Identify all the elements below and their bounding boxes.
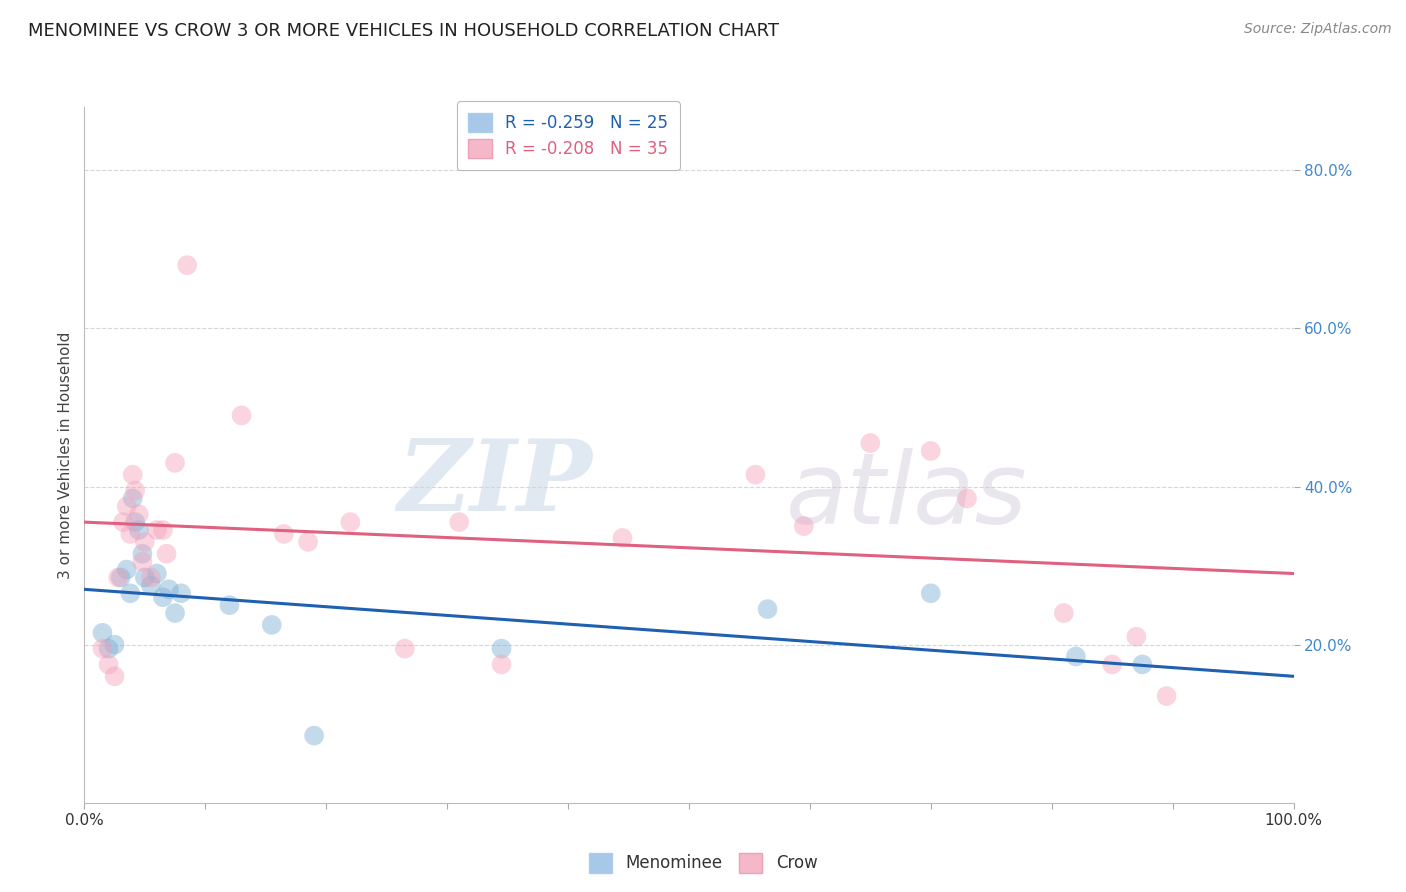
Point [124, 515, 146, 529]
Point [121, 491, 143, 506]
Point [104, 669, 127, 683]
Point [260, 618, 283, 632]
Point [920, 586, 942, 600]
Point [107, 570, 129, 584]
Point [97, 657, 120, 672]
Point [128, 507, 150, 521]
Point [115, 563, 138, 577]
Point [139, 570, 162, 584]
Point [128, 523, 150, 537]
Point [1053, 606, 1076, 620]
Point [449, 515, 471, 529]
Point [756, 602, 779, 616]
Text: ZIP: ZIP [398, 434, 592, 531]
Point [134, 534, 156, 549]
Y-axis label: 3 or more Vehicles in Household: 3 or more Vehicles in Household [58, 331, 73, 579]
Point [120, 586, 142, 600]
Point [139, 578, 162, 592]
Point [744, 467, 766, 482]
Point [394, 641, 416, 656]
Point [491, 657, 513, 672]
Text: MENOMINEE VS CROW 3 OR MORE VEHICLES IN HOUSEHOLD CORRELATION CHART: MENOMINEE VS CROW 3 OR MORE VEHICLES IN … [28, 22, 779, 40]
Point [1064, 649, 1087, 664]
Point [121, 467, 143, 482]
Point [491, 641, 513, 656]
Point [146, 566, 169, 581]
Point [112, 515, 135, 529]
Point [273, 527, 295, 541]
Point [859, 436, 882, 450]
Legend: Menominee, Crow: Menominee, Crow [582, 847, 824, 880]
Point [146, 523, 169, 537]
Point [110, 570, 132, 584]
Point [170, 586, 193, 600]
Point [302, 729, 325, 743]
Point [157, 582, 180, 597]
Point [1130, 657, 1153, 672]
Point [91, 625, 114, 640]
Point [920, 444, 942, 458]
Point [339, 515, 361, 529]
Text: atlas: atlas [786, 448, 1028, 545]
Point [297, 534, 319, 549]
Legend: R = -0.259   N = 25, R = -0.208   N = 35: R = -0.259 N = 25, R = -0.208 N = 35 [457, 102, 679, 170]
Point [115, 500, 138, 514]
Point [124, 483, 146, 498]
Point [231, 409, 253, 423]
Text: Source: ZipAtlas.com: Source: ZipAtlas.com [1244, 22, 1392, 37]
Point [218, 598, 240, 612]
Point [176, 258, 198, 272]
Point [120, 527, 142, 541]
Point [793, 519, 815, 533]
Point [163, 606, 186, 620]
Point [104, 638, 127, 652]
Point [1125, 630, 1147, 644]
Point [1101, 657, 1123, 672]
Point [155, 547, 177, 561]
Point [163, 456, 186, 470]
Point [131, 555, 153, 569]
Point [131, 547, 153, 561]
Point [152, 523, 174, 537]
Point [152, 591, 174, 605]
Point [91, 641, 114, 656]
Point [97, 641, 120, 656]
Point [1156, 689, 1178, 703]
Point [612, 531, 634, 545]
Point [956, 491, 979, 506]
Point [134, 570, 156, 584]
